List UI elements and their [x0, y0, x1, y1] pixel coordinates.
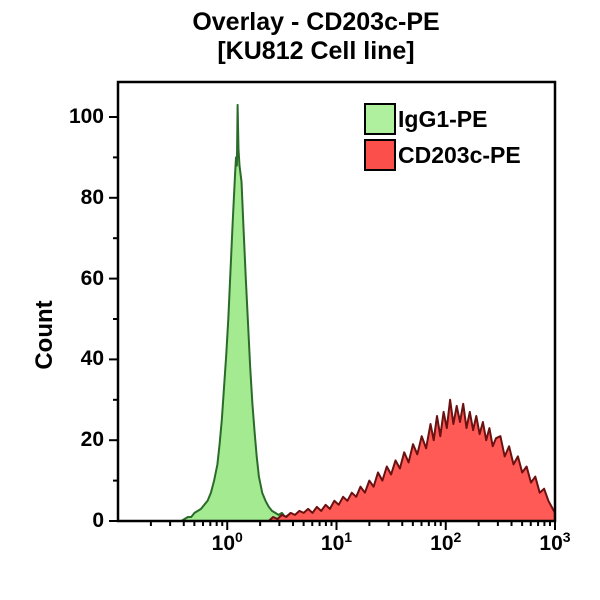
y-tick-label-0: 0 — [92, 509, 104, 532]
legend-swatch-green — [364, 103, 396, 135]
histogram-cd203c-pe — [267, 398, 555, 521]
y-tick-label-60: 60 — [80, 266, 104, 290]
chart-title: Overlay - CD203c-PE [KU812 Cell line] — [66, 8, 566, 66]
x-tick-label-10e3: 103 — [539, 529, 571, 555]
histogram-series — [180, 103, 555, 521]
histogram-igg1-pe — [180, 103, 334, 521]
chart-title-line1: Overlay - CD203c-PE — [192, 8, 440, 36]
x-tick-label-10e1: 101 — [320, 529, 353, 555]
legend-swatch-red — [364, 139, 396, 171]
legend: IgG1-PE CD203c-PE — [364, 103, 521, 175]
legend-label-cd203cpe: CD203c-PE — [398, 141, 521, 168]
y-tick-label-80: 80 — [80, 185, 104, 209]
legend-item-igg1pe: IgG1-PE — [364, 103, 521, 135]
x-tick-label-10e2: 102 — [430, 529, 462, 555]
legend-item-cd203cpe: CD203c-PE — [364, 139, 521, 171]
chart-title-line2: [KU812 Cell line] — [217, 37, 415, 65]
y-tick-label-20: 20 — [80, 428, 104, 452]
legend-label-igg1pe: IgG1-PE — [398, 105, 488, 132]
axis-ticks — [109, 116, 556, 530]
x-tick-label-10e0: 100 — [211, 529, 243, 555]
y-tick-label-40: 40 — [80, 347, 104, 371]
y-tick-label-100: 100 — [68, 105, 104, 128]
